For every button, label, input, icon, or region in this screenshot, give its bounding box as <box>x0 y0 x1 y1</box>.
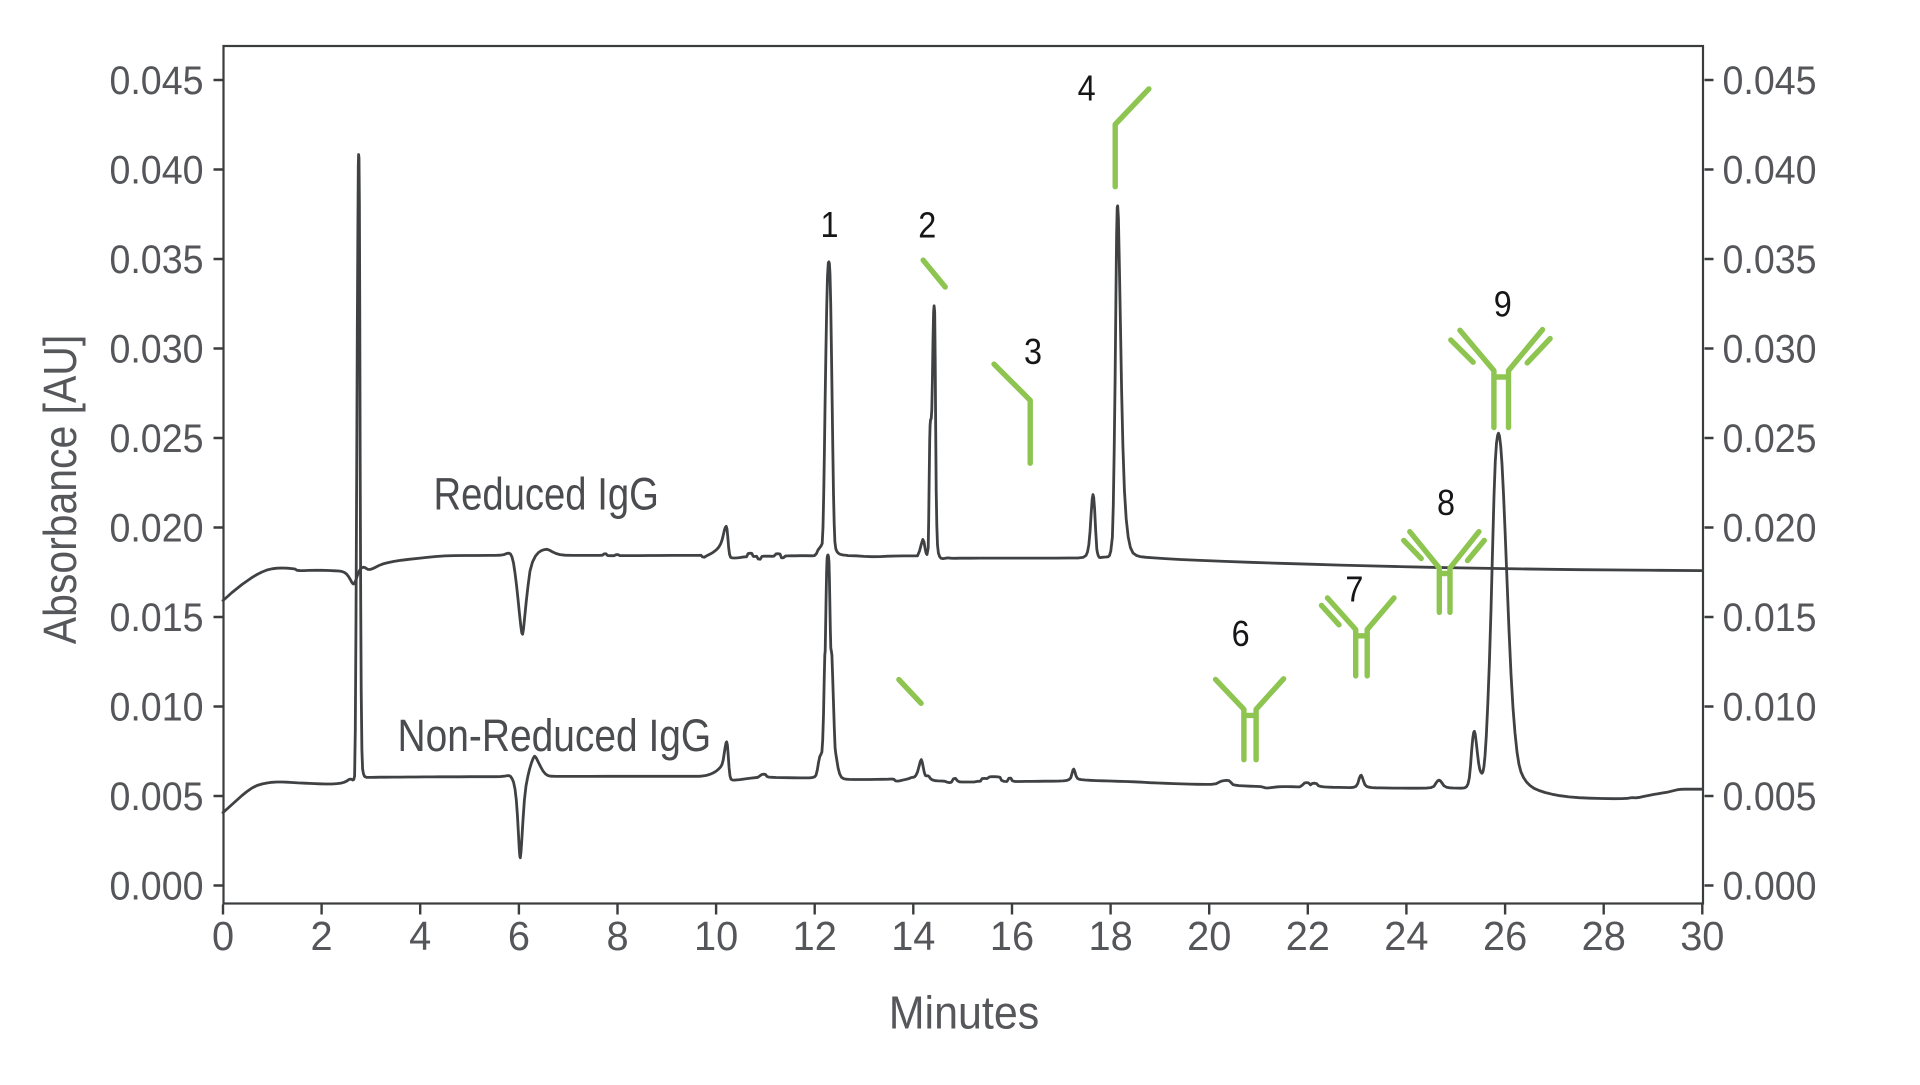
svg-text:6: 6 <box>508 912 530 959</box>
svg-text:0.010: 0.010 <box>1723 685 1817 729</box>
svg-text:0.040: 0.040 <box>109 148 203 192</box>
svg-text:0.015: 0.015 <box>109 596 203 640</box>
svg-text:0.035: 0.035 <box>1723 238 1817 282</box>
svg-text:0.030: 0.030 <box>109 327 203 371</box>
svg-text:0.015: 0.015 <box>1723 596 1817 640</box>
svg-text:8: 8 <box>1437 483 1455 523</box>
svg-text:6: 6 <box>1232 614 1250 654</box>
svg-text:0.045: 0.045 <box>109 59 203 103</box>
svg-text:30: 30 <box>1680 912 1724 959</box>
svg-text:3: 3 <box>1024 332 1042 372</box>
svg-text:9: 9 <box>1494 285 1512 325</box>
svg-text:0.020: 0.020 <box>109 506 203 550</box>
svg-text:Non-Reduced IgG: Non-Reduced IgG <box>398 710 712 760</box>
svg-text:4: 4 <box>1078 69 1096 109</box>
svg-text:22: 22 <box>1286 912 1330 959</box>
svg-text:0.045: 0.045 <box>1723 59 1817 103</box>
svg-text:4: 4 <box>409 912 431 959</box>
svg-text:0.035: 0.035 <box>109 238 203 282</box>
svg-text:0.025: 0.025 <box>109 417 203 461</box>
svg-text:0.030: 0.030 <box>1723 327 1817 371</box>
svg-text:Absorbance [AU]: Absorbance [AU] <box>36 335 87 644</box>
svg-text:0.005: 0.005 <box>1723 775 1817 819</box>
svg-text:2: 2 <box>311 912 333 959</box>
svg-text:0.000: 0.000 <box>1723 864 1817 908</box>
svg-text:10: 10 <box>694 912 738 959</box>
svg-text:0.040: 0.040 <box>1723 148 1817 192</box>
svg-text:26: 26 <box>1483 912 1527 959</box>
svg-text:0.000: 0.000 <box>109 864 203 908</box>
svg-text:0: 0 <box>212 912 234 959</box>
svg-text:12: 12 <box>793 912 837 959</box>
svg-text:16: 16 <box>990 912 1034 959</box>
svg-text:14: 14 <box>891 912 935 959</box>
svg-text:2: 2 <box>918 206 936 246</box>
svg-text:28: 28 <box>1582 912 1626 959</box>
svg-text:7: 7 <box>1345 570 1363 610</box>
svg-text:18: 18 <box>1088 912 1132 959</box>
svg-text:0.010: 0.010 <box>109 685 203 729</box>
svg-text:0.025: 0.025 <box>1723 417 1817 461</box>
svg-text:8: 8 <box>606 912 628 959</box>
svg-text:Minutes: Minutes <box>889 987 1040 1039</box>
svg-text:0.005: 0.005 <box>109 775 203 819</box>
svg-text:Reduced IgG: Reduced IgG <box>434 469 659 520</box>
svg-text:20: 20 <box>1187 912 1231 959</box>
svg-text:0.020: 0.020 <box>1723 506 1817 550</box>
svg-text:24: 24 <box>1384 912 1428 959</box>
svg-text:1: 1 <box>820 205 838 245</box>
